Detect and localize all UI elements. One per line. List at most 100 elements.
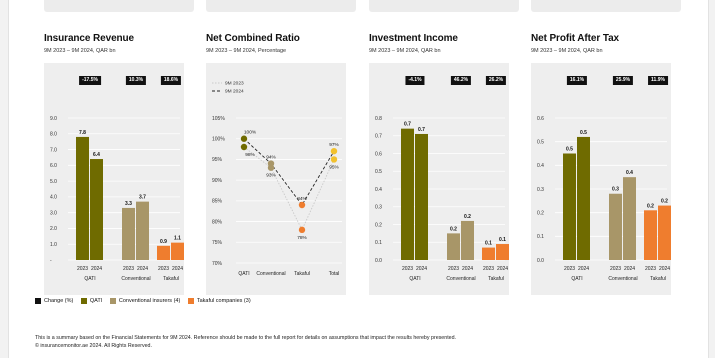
y-tick-label: 0.0 (375, 258, 382, 264)
point-label: 100% (244, 130, 257, 136)
y-tick-label: 8.0 (50, 132, 57, 138)
y-tick-label: 0.8 (375, 116, 382, 122)
point-label: 84% (297, 196, 307, 202)
chart-area: - 1.0 2.0 3.0 4.0 5.0 6.0 7.0 8.0 9.0 7.8 2023 6.4 20… (44, 63, 184, 295)
change-badge: 10.3% (125, 76, 147, 85)
bar-value-label: 0.9 (160, 239, 167, 245)
bar-value-label: 0.2 (661, 199, 668, 205)
point-label: 97% (329, 142, 339, 148)
bar (609, 193, 622, 260)
x-tick-label: 2024 (497, 266, 508, 272)
bar (76, 136, 89, 260)
data-point (267, 160, 275, 167)
bar-value-label: 7.8 (79, 130, 86, 136)
insurance-revenue-panel: Insurance Revenue 9M 2023 – 9M 2024, QAR… (44, 33, 184, 303)
panel-title: Net Profit After Tax (531, 33, 620, 44)
panel-subtitle: 9M 2023 – 9M 2024, QAR bn (369, 48, 441, 54)
change-badge: 25.9% (612, 76, 634, 85)
bar (623, 177, 636, 260)
change-badge: 26.2% (485, 76, 507, 85)
bar (482, 247, 495, 260)
y-tick-label: 80% (212, 219, 223, 225)
legend-label: Conventional insurers (4) (118, 298, 181, 304)
bar-value-label: 0.7 (404, 122, 411, 128)
legend-swatch (109, 298, 116, 304)
change-badge: 46.2% (450, 76, 472, 85)
insurance-revenue-chart: - 1.0 2.0 3.0 4.0 5.0 6.0 7.0 8.0 9.0 7.8 2023 6.4 20… (50, 116, 184, 282)
y-tick-label: 0.2 (537, 210, 544, 216)
panel-subtitle: 9M 2023 – 9M 2024, QAR bn (531, 48, 603, 54)
change-badge: 16.1% (566, 76, 588, 85)
panel-subtitle: 9M 2023 – 9M 2024, QAR bn (44, 48, 116, 54)
point-label: 94% (266, 155, 276, 161)
y-tick-label: 1.0 (50, 242, 57, 248)
x-tick-label: 2023 (483, 266, 494, 272)
bar-value-label: 0.2 (647, 203, 654, 209)
bar-value-label: 0.4 (626, 170, 633, 176)
legend-swatch (187, 298, 194, 304)
y-tick-label: 0.2 (375, 222, 382, 228)
bar (401, 128, 414, 260)
y-tick-label: 100% (212, 137, 225, 143)
chart-area: 70% 75% 80% 85% 90% 95% 100% 105% 98% 93% 78% 95% 10… (206, 63, 346, 295)
legend: Change (%) QATI Conventional insurers (4… (35, 298, 257, 306)
x-tick-label: 2023 (448, 266, 459, 272)
y-tick-label: 0.6 (375, 151, 382, 157)
panel-title: Investment Income (369, 33, 458, 44)
y-tick-label: 0.0 (537, 258, 544, 264)
y-tick-label: 4.0 (50, 195, 57, 201)
bar (157, 245, 170, 260)
bar-value-label: 6.4 (93, 152, 100, 158)
category-label: Takaful (488, 276, 504, 282)
bar-value-label: 1.1 (174, 236, 181, 242)
category-label: Total (329, 271, 340, 277)
y-tick-label: 7.0 (50, 147, 57, 153)
x-tick-label: 2024 (462, 266, 473, 272)
category-label: Takaful (163, 276, 179, 282)
panel-title: Insurance Revenue (44, 33, 135, 44)
y-tick-label: 5.0 (50, 179, 57, 185)
bar (496, 244, 509, 260)
legend-swatch (35, 298, 41, 304)
legend-item-conventional: Conventional insurers (4) (109, 298, 181, 304)
bar (136, 201, 149, 260)
data-point (298, 201, 306, 209)
bar (461, 220, 474, 260)
y-tick-label: 0.5 (537, 139, 544, 145)
footer-note: This is a summary based on the Financial… (35, 335, 457, 341)
series-line (243, 146, 335, 231)
x-tick-label: 2023 (402, 266, 413, 272)
point-label: 95% (329, 164, 339, 170)
legend-label: 9M 2023 (225, 81, 244, 87)
top-tab (369, 0, 519, 12)
category-label: Conventional (256, 271, 285, 277)
y-tick-label: 75% (212, 240, 223, 246)
legend-item-change: Change (%) (35, 298, 73, 304)
bar (644, 210, 657, 260)
y-tick-label: - (50, 258, 52, 264)
y-tick-label: 0.1 (375, 240, 382, 246)
legend-label: QATI (89, 298, 103, 304)
investment-income-chart: 0.0 0.1 0.2 0.3 0.4 0.5 0.6 0.7 0.8 0.7 2023 0.7 202… (375, 116, 509, 282)
category-label: Conventional (121, 276, 150, 282)
y-tick-label: 6.0 (50, 163, 57, 169)
panel-subtitle: 9M 2023 – 9M 2024, Percentage (206, 48, 287, 54)
bar (415, 133, 428, 260)
category-label: Takaful (650, 276, 666, 282)
top-tab (206, 0, 356, 12)
legend-label: Change (%) (44, 298, 74, 304)
footer-copyright: © insurancemonitor.ae 2024. All Rights R… (35, 342, 152, 349)
y-tick-label: 70% (212, 261, 223, 267)
data-point (298, 226, 306, 234)
x-tick-label: 2024 (416, 266, 427, 272)
y-tick-label: 2.0 (50, 226, 57, 232)
y-tick-label: 95% (212, 157, 223, 163)
y-tick-label: 0.5 (375, 169, 382, 175)
bar-value-label: 0.5 (580, 130, 587, 136)
bar (658, 205, 671, 260)
bar-value-label: 0.1 (499, 237, 506, 243)
net-combined-ratio-chart: 70% 75% 80% 85% 90% 95% 100% 105% 98% 93% 78% 95% 10… (212, 81, 342, 277)
bar (563, 153, 576, 260)
chart-area: 0.0 0.1 0.2 0.3 0.4 0.5 0.6 0.5 2023 0.5 2024 QATI 0… (531, 63, 671, 295)
legend-label: 9M 2024 (225, 89, 244, 95)
